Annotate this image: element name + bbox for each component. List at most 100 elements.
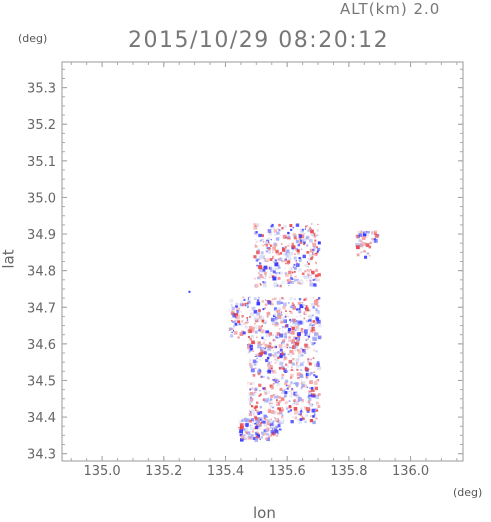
echo-pixel [252, 437, 256, 440]
echo-pixel [312, 320, 315, 323]
echo-pixel [247, 345, 251, 350]
echo-pixel [279, 298, 282, 301]
echo-pixel [313, 349, 316, 352]
echo-pixel [278, 266, 281, 269]
echo-pixel [283, 224, 287, 229]
echo-pixel [297, 397, 302, 402]
echo-pixel [287, 327, 291, 331]
echo-pixel [297, 332, 301, 336]
echo-pixel [261, 319, 265, 323]
echo-pixel [283, 368, 287, 372]
echo-pixel [356, 253, 360, 257]
echo-pixel [276, 252, 278, 255]
echo-pixel [370, 240, 375, 245]
echo-pixel [279, 256, 281, 258]
echo-pixel [298, 234, 302, 238]
echo-pixel [295, 389, 299, 393]
echo-pixel [302, 267, 306, 271]
echo-pixel [316, 351, 318, 353]
echo-pixel [265, 296, 270, 300]
echo-pixel [248, 423, 251, 426]
echo-pixel [270, 430, 275, 434]
echo-pixel [297, 419, 299, 421]
echo-pixel [267, 408, 271, 412]
echo-pixel [312, 394, 316, 398]
echo-pixel [302, 254, 306, 259]
echo-pixel [265, 344, 269, 349]
echo-pixel [251, 411, 256, 415]
echo-pixel [232, 321, 235, 323]
echo-pixel [308, 273, 312, 277]
echo-pixel [284, 230, 286, 232]
echo-pixel [282, 342, 287, 347]
echo-pixel [262, 244, 265, 247]
echo-pixel [303, 298, 306, 301]
echo-pixel [309, 316, 312, 319]
echo-pixel [259, 262, 262, 265]
echo-pixel [304, 232, 307, 235]
echo-pixel [357, 231, 361, 235]
echo-pixel [297, 377, 300, 380]
echo-pixel [309, 282, 314, 287]
echo-pixel [295, 223, 300, 227]
echo-pixel [293, 312, 296, 316]
echo-pixel [261, 343, 263, 346]
echo-pixel [248, 325, 253, 330]
echo-pixel [309, 403, 313, 407]
echo-pixel [289, 277, 293, 280]
echo-pixel [245, 431, 248, 435]
echo-pixel [258, 265, 263, 270]
echo-pixel [314, 335, 318, 339]
echo-pixel [274, 431, 276, 433]
echo-pixel [296, 327, 300, 331]
echo-pixel [301, 400, 304, 404]
echo-pixel [313, 390, 315, 392]
echo-pixel [286, 387, 289, 390]
echo-pixel [317, 247, 321, 251]
echo-pixel [262, 337, 265, 339]
echo-pixel [287, 330, 291, 333]
echo-pixel [277, 315, 282, 319]
echo-pixel [288, 359, 293, 364]
echo-pixel [273, 313, 277, 316]
echo-pixel [290, 325, 292, 327]
echo-pixel [308, 398, 312, 402]
echo-pixel [247, 397, 251, 401]
echo-pixel [254, 325, 259, 329]
echo-pixel [293, 339, 295, 342]
echo-pixel [294, 401, 297, 404]
echo-pixel [271, 298, 275, 301]
echo-pixel [265, 348, 267, 350]
echo-pixel [269, 362, 273, 365]
echo-pixel [302, 349, 306, 353]
echo-pixel [256, 410, 259, 413]
echo-pixel [289, 354, 292, 357]
echo-pixel [309, 380, 313, 384]
echo-pixel [300, 409, 303, 412]
echo-pixel [257, 369, 262, 374]
echo-pixel [251, 392, 256, 396]
echo-pixel [249, 367, 251, 369]
echo-pixel [236, 310, 240, 314]
echo-pixel [248, 343, 251, 347]
echo-pixel [312, 396, 316, 400]
echo-pixel [314, 386, 318, 391]
echo-pixel [248, 310, 250, 312]
echo-pixel [270, 317, 275, 322]
echo-pixel [287, 231, 290, 235]
echo-pixel [259, 389, 261, 392]
echo-pixel [270, 227, 273, 230]
echo-pixel [306, 372, 308, 375]
echo-pixel [244, 325, 248, 329]
echo-pixel [316, 395, 319, 399]
echo-pixel [249, 344, 253, 349]
echo-pixel [286, 311, 291, 316]
echo-pixel [285, 259, 288, 262]
echo-pixel [260, 251, 264, 255]
y-tick-label: 34.5 [27, 374, 56, 389]
echo-pixel [291, 326, 295, 331]
echo-pixel [282, 362, 284, 364]
echo-pixel [263, 423, 268, 427]
echo-pixel [360, 240, 363, 243]
echo-pixel [246, 319, 249, 321]
